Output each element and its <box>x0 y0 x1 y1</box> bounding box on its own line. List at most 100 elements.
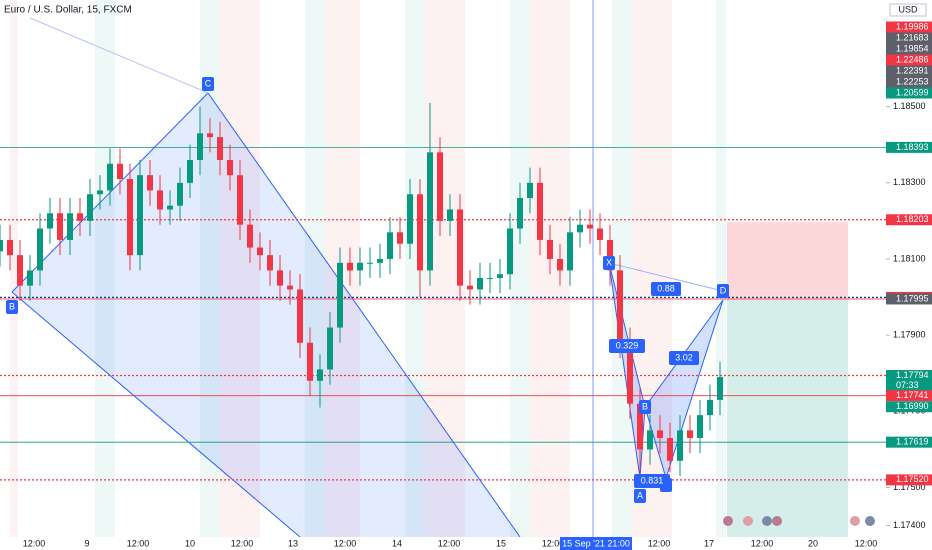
price-label: 1.17741 <box>896 390 929 400</box>
price-label: 1.19986 <box>896 21 929 31</box>
candle-body <box>347 262 353 271</box>
candle-body <box>67 213 73 240</box>
stop-zone <box>727 222 848 300</box>
price-label: 1.18393 <box>896 142 929 152</box>
event-icon[interactable] <box>723 516 733 526</box>
candle-body <box>527 182 533 199</box>
candle-body <box>637 403 643 450</box>
candle-body <box>477 278 483 290</box>
price-label: 1.20599 <box>896 87 929 97</box>
chart-title: Euro / U.S. Dollar, 15, FXCM <box>4 5 132 16</box>
candle-body <box>467 285 473 290</box>
candle-body <box>167 205 173 210</box>
crosshair-time-box <box>560 537 632 550</box>
candle-body <box>567 232 573 271</box>
candle-body <box>127 179 133 256</box>
price-label-box <box>886 390 932 402</box>
x-tick-label: 12:00 <box>751 538 774 548</box>
candle-body <box>497 274 503 279</box>
x-tick-label: 12:00 <box>231 538 254 548</box>
price-label-box <box>886 65 932 77</box>
candle-body <box>627 342 633 404</box>
candle-body <box>357 262 363 271</box>
pattern-label-box <box>634 489 646 503</box>
candle-body <box>257 247 263 256</box>
pattern-label: C <box>205 78 212 88</box>
pattern-label-box <box>609 339 645 353</box>
candle-body <box>397 232 403 244</box>
price-label: 1.22486 <box>896 54 929 64</box>
candle-body <box>187 159 193 183</box>
candle-body <box>697 415 703 438</box>
candle-body <box>657 430 663 438</box>
candle-body <box>227 159 233 176</box>
y-tick-label: 1.18100 <box>893 253 926 263</box>
price-label-box <box>886 436 932 448</box>
candle-body <box>217 137 223 160</box>
event-icon[interactable] <box>865 516 875 526</box>
candles <box>0 102 723 477</box>
x-tick-label: 12:00 <box>23 538 46 548</box>
x-tick-label: 14 <box>392 538 402 548</box>
pattern-label: B <box>642 401 648 411</box>
candle-body <box>597 228 603 240</box>
candle-body <box>27 270 33 286</box>
pattern-label: 0.329 <box>616 340 639 350</box>
time-scale <box>0 537 886 550</box>
pattern-line <box>29 17 209 94</box>
candle-body <box>337 262 343 328</box>
candle-body <box>137 175 143 256</box>
candle-body <box>367 262 373 264</box>
candle-body <box>647 430 653 450</box>
pattern-label-box <box>651 282 681 296</box>
candle-body <box>437 152 443 221</box>
event-icon[interactable] <box>762 516 772 526</box>
event-icon[interactable] <box>743 516 753 526</box>
x-tick-label: 12:00 <box>542 538 565 548</box>
price-label-box <box>886 370 932 392</box>
pattern-label: D <box>720 285 727 295</box>
candle-body <box>57 213 63 240</box>
pattern-label: B <box>9 301 15 311</box>
price-label-box <box>886 76 932 88</box>
candle-body <box>387 232 393 259</box>
y-tick-label: 1.18300 <box>893 177 926 187</box>
price-label: 1.17794 <box>896 370 929 380</box>
y-tick-label: 1.18500 <box>893 101 926 111</box>
price-label: 1.17619 <box>896 437 929 447</box>
pattern-label-box <box>717 284 729 298</box>
candle-body <box>247 224 253 248</box>
candle-body <box>557 258 563 271</box>
y-tick-label: 1.17500 <box>893 482 926 492</box>
pattern-label: 0.831 <box>641 475 664 485</box>
candle-body <box>287 285 293 290</box>
y-tick-label: 1.17400 <box>893 520 926 530</box>
price-label: 1.16990 <box>896 401 929 411</box>
price-label-box <box>886 32 932 44</box>
candle-body <box>487 278 493 280</box>
candle-body <box>47 213 53 229</box>
candle-body <box>297 289 303 343</box>
session-band <box>612 0 632 537</box>
session-band <box>405 0 425 537</box>
currency-box[interactable] <box>889 3 927 17</box>
candle-body <box>667 437 673 461</box>
price-label-box <box>886 43 932 55</box>
candle-body <box>507 228 513 275</box>
candle-body <box>277 270 283 286</box>
candle-body <box>7 239 13 256</box>
price-label-box <box>886 401 932 413</box>
candle-body <box>517 198 523 229</box>
candle-body <box>327 327 333 370</box>
price-label-box <box>886 214 932 226</box>
event-icon[interactable] <box>772 516 782 526</box>
price-label-box <box>886 87 932 99</box>
pattern-label: X <box>606 257 612 267</box>
candle-body <box>117 163 123 179</box>
event-icon[interactable] <box>850 516 860 526</box>
candle-body <box>267 255 273 271</box>
session-band <box>716 0 726 537</box>
price-label: 1.19854 <box>896 43 929 53</box>
x-tick-label: 9 <box>84 538 89 548</box>
